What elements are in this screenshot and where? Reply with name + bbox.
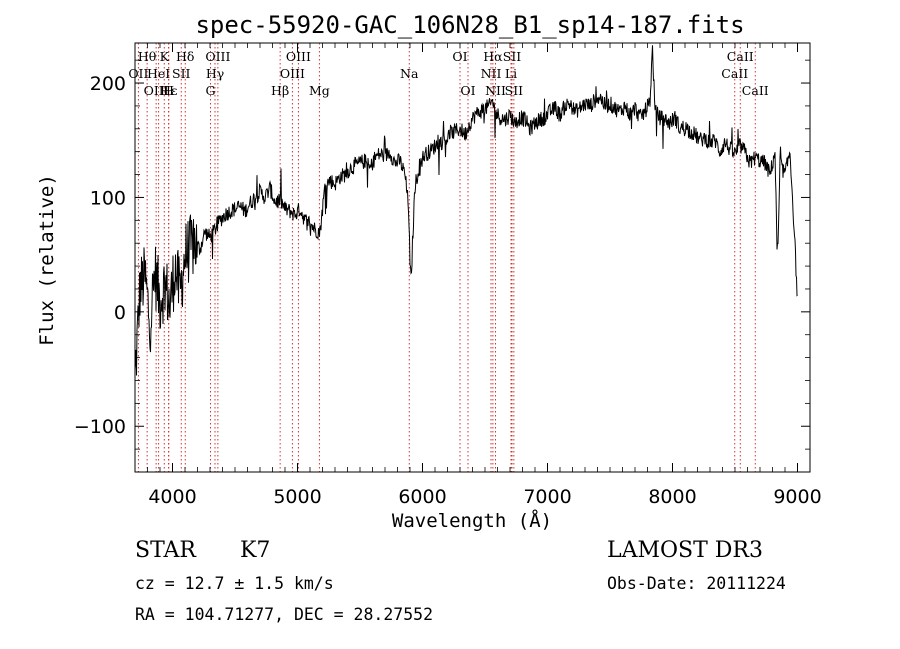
axis-ticks (135, 43, 810, 472)
line-marker-label: OIII (286, 49, 311, 64)
line-marker-label: OI (452, 49, 467, 64)
line-marker-label: G (206, 83, 216, 98)
y-tick-label: 200 (90, 73, 126, 95)
coordinates: RA = 104.71277, DEC = 28.27552 (135, 605, 433, 624)
survey-name: LAMOST DR3 (607, 538, 763, 563)
line-marker-label: CaII (721, 66, 748, 81)
line-marker-label: Hδ (176, 49, 194, 64)
line-marker-label: SII (172, 66, 191, 81)
line-marker-label: Na (400, 66, 419, 81)
x-tick-label: 5000 (273, 486, 321, 508)
x-tick-label: 7000 (523, 486, 571, 508)
x-tick-label: 8000 (648, 486, 696, 508)
line-marker-label: SII (503, 49, 522, 64)
line-marker-label: NII (481, 66, 502, 81)
line-markers (137, 43, 756, 472)
line-marker-label: Hβ (271, 83, 289, 98)
line-marker-label: Hθ (138, 49, 156, 64)
line-marker-label: CaII (742, 83, 769, 98)
line-marker-label: K (160, 49, 170, 64)
x-tick-label: 4000 (148, 486, 196, 508)
redshift-value: cz = 12.7 ± 1.5 km/s (135, 574, 334, 593)
line-marker-label: OIII (144, 83, 169, 98)
line-marker-label: NII (485, 83, 506, 98)
plot-frame (134, 42, 811, 473)
y-tick-label: 100 (90, 187, 126, 209)
line-marker-label: HeI (147, 66, 170, 81)
y-tick-label: −100 (74, 416, 126, 438)
line-marker-label: Hγ (206, 66, 224, 81)
axis-tick-labels: 4000 5000 6000 7000 8000 9000 −100 0 100 200 (74, 73, 822, 508)
line-marker-label: OII (128, 66, 148, 81)
line-marker-label: OIII (205, 49, 230, 64)
y-tick-label: 0 (114, 302, 126, 324)
line-marker-label: OIII (280, 66, 305, 81)
line-marker-label: Hα (483, 49, 503, 64)
object-class: STAR (135, 538, 197, 563)
x-tick-label: 9000 (773, 486, 821, 508)
line-marker-label: Li (505, 66, 517, 81)
x-tick-label: 6000 (398, 486, 446, 508)
line-marker-label: H (163, 83, 174, 98)
line-marker-label: CaII (727, 49, 754, 64)
spectral-subclass: K7 (240, 538, 270, 563)
line-marker-label: Hε (160, 83, 177, 98)
flux-series-line (134, 45, 798, 376)
x-axis-label: Wavelength (Å) (392, 509, 552, 532)
line-marker-labels: Hθ OII OIII K Hε HeI H SII Hδ OIII Hγ G Hβ OIII OIII Mg… (128, 49, 768, 98)
chart-title: spec-55920-GAC_106N28_B1_sp14-187.fits (195, 11, 744, 39)
line-marker-label: OI (460, 83, 475, 98)
y-axis-label: Flux (relative) (36, 174, 58, 346)
line-marker-label: Mg (309, 83, 330, 98)
observation-date: Obs-Date: 20111224 (607, 574, 786, 593)
line-marker-label: SII (505, 83, 524, 98)
